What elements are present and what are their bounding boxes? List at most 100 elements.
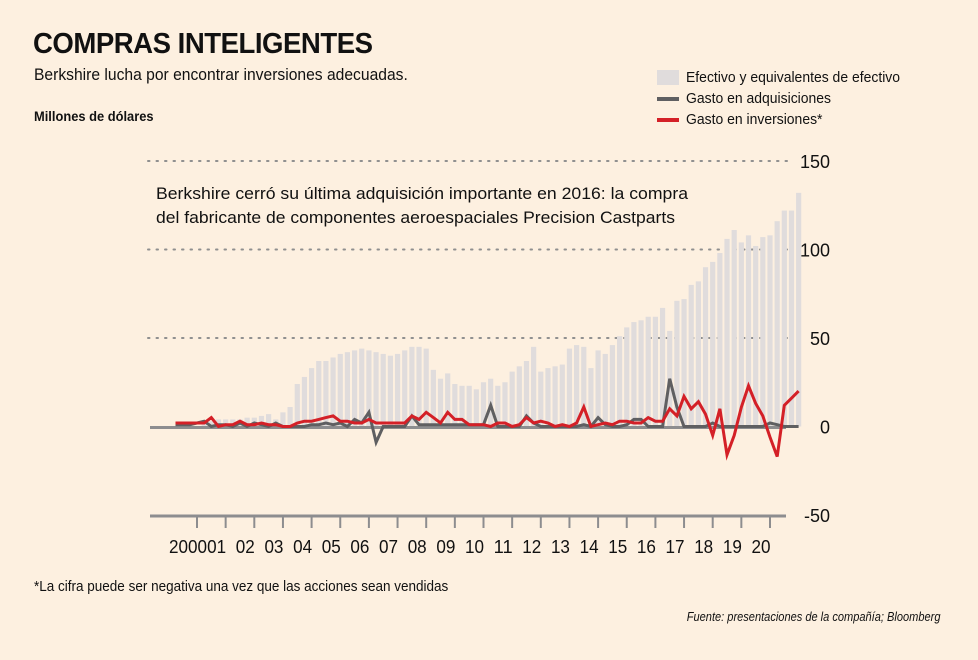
cash-bar [717,253,723,427]
cash-bar [688,284,694,427]
legend-item-acquisitions: Gasto en adquisiciones [657,88,916,109]
cash-bar [616,336,623,427]
cash-bar [294,384,300,427]
legend-item-cash: Efectivo y equivalentes de efectivo [657,67,916,88]
cash-bar [731,230,737,427]
cash-bar [745,235,752,427]
cash-bar [545,368,551,427]
cash-bar [738,242,744,427]
cash-bar [366,350,372,427]
legend-label-investments: Gasto en inversiones* [686,111,823,128]
cash-bar [531,346,537,427]
cash-bar [452,384,458,427]
cash-bar [394,353,401,427]
cash-bar [380,353,386,427]
x-tick-label: 04 [293,537,312,557]
x-tick-label: 10 [465,537,484,557]
cash-bar [609,345,616,427]
x-tick-label: 01 [207,537,226,557]
x-tick-label: 09 [436,537,455,557]
cash-bar [788,210,795,427]
cash-bar [681,299,687,427]
x-tick-label: 07 [379,537,398,557]
cash-bar [409,346,415,427]
cash-bar [208,421,214,427]
cash-bar [781,210,787,427]
cash-bar [466,385,472,427]
x-tick-label: 14 [580,537,599,557]
x-tick-label: 16 [637,537,656,557]
x-tick-label: 13 [551,537,570,557]
cash-bar [602,353,608,427]
x-tick-label: 20 [752,537,771,557]
cash-bar [323,361,329,427]
cash-bar [767,235,773,427]
cash-bar [223,419,229,427]
cash-bar [459,385,465,427]
y-tick-label: 150 [800,152,830,172]
cash-bars [201,192,802,427]
y-tick-label: 100 [800,241,830,261]
cash-bar [351,350,358,427]
cash-bar [423,348,429,427]
cash-bar [581,346,587,427]
cash-bar [266,414,272,427]
cash-bar [574,345,580,427]
legend-swatch-cash [657,70,679,85]
cash-bar [230,419,236,427]
cash-bar [631,322,637,427]
cash-bar [753,245,759,427]
x-tick-label: 11 [494,537,513,557]
cash-bar [373,352,379,427]
cash-bar [309,368,315,427]
y-axis: 150 100 50 0 -50 [800,152,830,526]
series-lines [175,378,800,461]
cash-bar [473,389,479,427]
cash-bar [538,371,544,427]
cash-bar [695,281,701,427]
y-tick-label: -50 [804,506,830,526]
y-tick-label: 50 [810,329,830,349]
chart-title: COMPRAS INTELIGENTES [33,28,373,60]
cash-bar [645,316,651,427]
cash-bar [258,415,265,427]
cash-bar [445,373,451,427]
x-tick-label: 06 [350,537,369,557]
x-tick-label: 19 [723,537,742,557]
annotation-line-2: del fabricante de componentes aeroespaci… [156,208,675,227]
cash-bar [595,350,601,427]
annotation: Berkshire cerró su última adquisición im… [156,184,689,227]
x-tick-label: 08 [408,537,427,557]
cash-bar [387,355,393,427]
cash-bar [774,221,780,427]
cash-bar [201,422,207,427]
cash-bar [316,361,322,427]
cash-bar [638,320,644,427]
chart-subtitle: Berkshire lucha por encontrar inversione… [34,65,408,84]
x-tick-label: 15 [608,537,627,557]
cash-bar [359,348,365,427]
cash-bar [430,369,436,427]
cash-bar [344,352,351,427]
cash-bar [760,237,766,427]
legend-item-investments: Gasto en inversiones* [657,109,916,130]
legend-swatch-acquisitions [657,96,679,101]
cash-bar [301,376,308,427]
cash-bar [516,366,522,427]
cash-bar [509,371,515,427]
source-note: Fuente: presentaciones de la compañía; B… [686,609,940,624]
x-tick-label: 18 [694,537,713,557]
cash-bar [624,327,630,427]
cash-bar [702,267,709,427]
x-axis: 2000 01 02 03 04 05 06 07 08 09 10 11 12 13 14 15 16 17 18… [150,514,786,557]
x-tick-label: 03 [264,537,283,557]
cash-bar [480,382,487,427]
legend-swatch-investments [657,117,679,122]
cash-bar [330,357,336,427]
cash-bar [724,238,730,427]
annotation-line-1: Berkshire cerró su última adquisición im… [156,184,689,203]
y-tick-label: 0 [820,418,830,438]
cash-bar [502,382,508,427]
x-tick-label: 05 [322,537,341,557]
